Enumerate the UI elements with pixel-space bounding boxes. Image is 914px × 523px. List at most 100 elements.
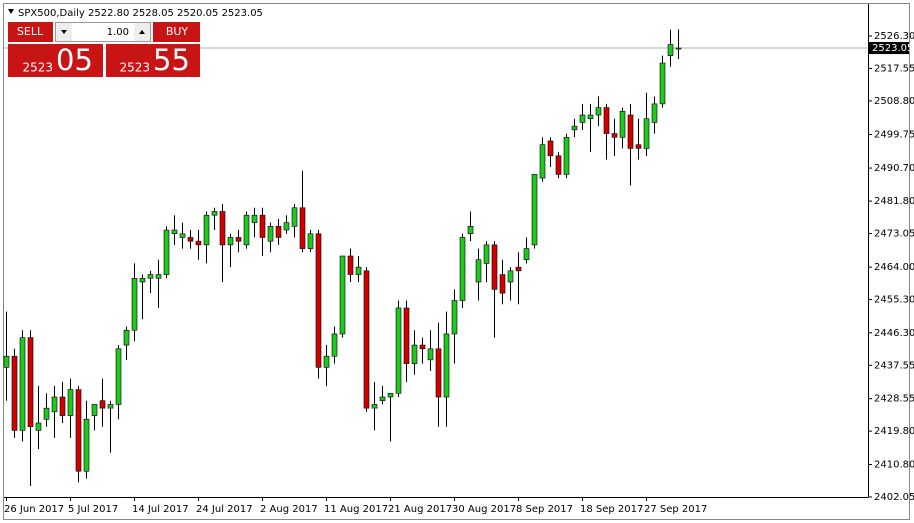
candle-body — [443, 333, 450, 398]
buy-label: BUY — [166, 25, 189, 38]
candle-body — [43, 407, 50, 420]
candle-body — [635, 144, 642, 149]
trade-panel: SELL 1.00 BUY 2523 05 2523 55 — [8, 22, 200, 77]
candle-body — [67, 389, 74, 416]
x-tick-label: 2 Aug 2017 — [260, 504, 318, 515]
candle-body — [427, 348, 434, 361]
candle-body — [307, 233, 314, 249]
candle-body — [299, 207, 306, 249]
y-tick-label: 2490.70 — [874, 163, 914, 174]
y-tick-label: 2419.80 — [874, 426, 914, 437]
candle-body — [27, 337, 34, 427]
candle-body — [379, 396, 386, 402]
lots-box[interactable] — [55, 22, 151, 42]
candle-body — [659, 62, 666, 105]
candle-body — [411, 344, 418, 364]
candle-body — [603, 107, 610, 134]
candle-body — [475, 259, 482, 283]
x-tick-label: 30 Aug 2017 — [452, 504, 516, 515]
y-tick-label: 2499.75 — [874, 129, 914, 140]
candle-body — [195, 240, 202, 246]
candle-body — [355, 266, 362, 275]
y-tick-label: 2410.80 — [874, 460, 914, 471]
y-tick-label: 2517.55 — [874, 63, 914, 74]
plot-area — [3, 29, 868, 487]
y-tick-label: 2437.55 — [874, 360, 914, 371]
candle-body — [99, 400, 106, 409]
candle-body — [35, 422, 42, 431]
candle-body — [91, 404, 98, 416]
candle-body — [283, 222, 290, 231]
ask-small: 55 — [153, 43, 190, 77]
y-tick-label: 2428.55 — [874, 394, 914, 405]
candle-body — [483, 244, 490, 264]
symbol-info: SPX500,Daily 2522.80 2528.05 2520.05 252… — [18, 8, 263, 19]
candle-body — [507, 270, 514, 283]
x-tick-label: 11 Aug 2017 — [324, 504, 388, 515]
candle-body — [491, 244, 498, 290]
y-tick-label: 2455.30 — [874, 294, 914, 305]
x-tick-label: 26 Jun 2017 — [4, 504, 64, 515]
candle-body — [187, 237, 194, 242]
candle-body — [147, 274, 154, 279]
x-tick-label: 24 Jul 2017 — [196, 504, 253, 515]
candle-body — [571, 125, 578, 131]
last-price-label: 2523.05 — [872, 43, 913, 54]
candle-body — [395, 307, 402, 394]
sell-button[interactable] — [8, 22, 53, 42]
candle-body — [435, 348, 442, 398]
buy-button[interactable] — [153, 22, 200, 42]
candle-body — [227, 237, 234, 246]
candle-body — [275, 226, 282, 238]
candle-body — [3, 355, 10, 368]
candle-body — [219, 211, 226, 246]
candle-body — [267, 226, 274, 242]
candle-body — [403, 307, 410, 364]
candle-body — [531, 174, 538, 246]
candle-body — [107, 404, 114, 409]
candle-body — [203, 214, 210, 246]
candle-body — [347, 255, 354, 275]
candle-body — [171, 229, 178, 235]
bid-box[interactable] — [8, 44, 103, 77]
y-tick-label: 2464.00 — [874, 262, 914, 273]
candle-body — [627, 114, 634, 149]
candle-body — [211, 211, 218, 216]
candle-body — [11, 355, 18, 431]
candle-body — [587, 114, 594, 120]
candle-body — [75, 389, 82, 472]
candle-body — [371, 404, 378, 409]
ask-box[interactable] — [106, 44, 200, 77]
candle-body — [19, 337, 26, 431]
sell-label: SELL — [17, 25, 44, 38]
candle-body — [539, 144, 546, 179]
candle-body — [331, 333, 338, 357]
candle-body — [363, 270, 370, 409]
x-tick-label: 14 Jul 2017 — [132, 504, 189, 515]
candle-body — [523, 248, 530, 261]
candle-body — [179, 233, 186, 238]
bid-small: 05 — [56, 43, 93, 77]
candle-body — [163, 229, 170, 275]
down-arrow — [61, 30, 67, 34]
candle-body — [131, 277, 138, 331]
candle-body — [595, 107, 602, 116]
candle-body — [643, 118, 650, 149]
last-price-tag — [869, 42, 909, 55]
candle-body — [499, 274, 506, 294]
lots-value[interactable]: 1.00 — [107, 27, 129, 38]
candle-body — [451, 300, 458, 335]
x-tick-label: 5 Jul 2017 — [68, 504, 118, 515]
candle-body — [83, 418, 90, 472]
candle-body — [251, 214, 258, 223]
frame — [3, 3, 910, 520]
y-tick-label: 2446.30 — [874, 328, 914, 339]
candle-body — [579, 114, 586, 123]
candle-body — [291, 207, 298, 227]
y-tick-label: 2473.05 — [874, 229, 914, 240]
candle-body — [59, 396, 66, 416]
candle-body — [259, 214, 266, 238]
y-tick-label: 2481.80 — [874, 196, 914, 207]
candle-body — [563, 136, 570, 175]
